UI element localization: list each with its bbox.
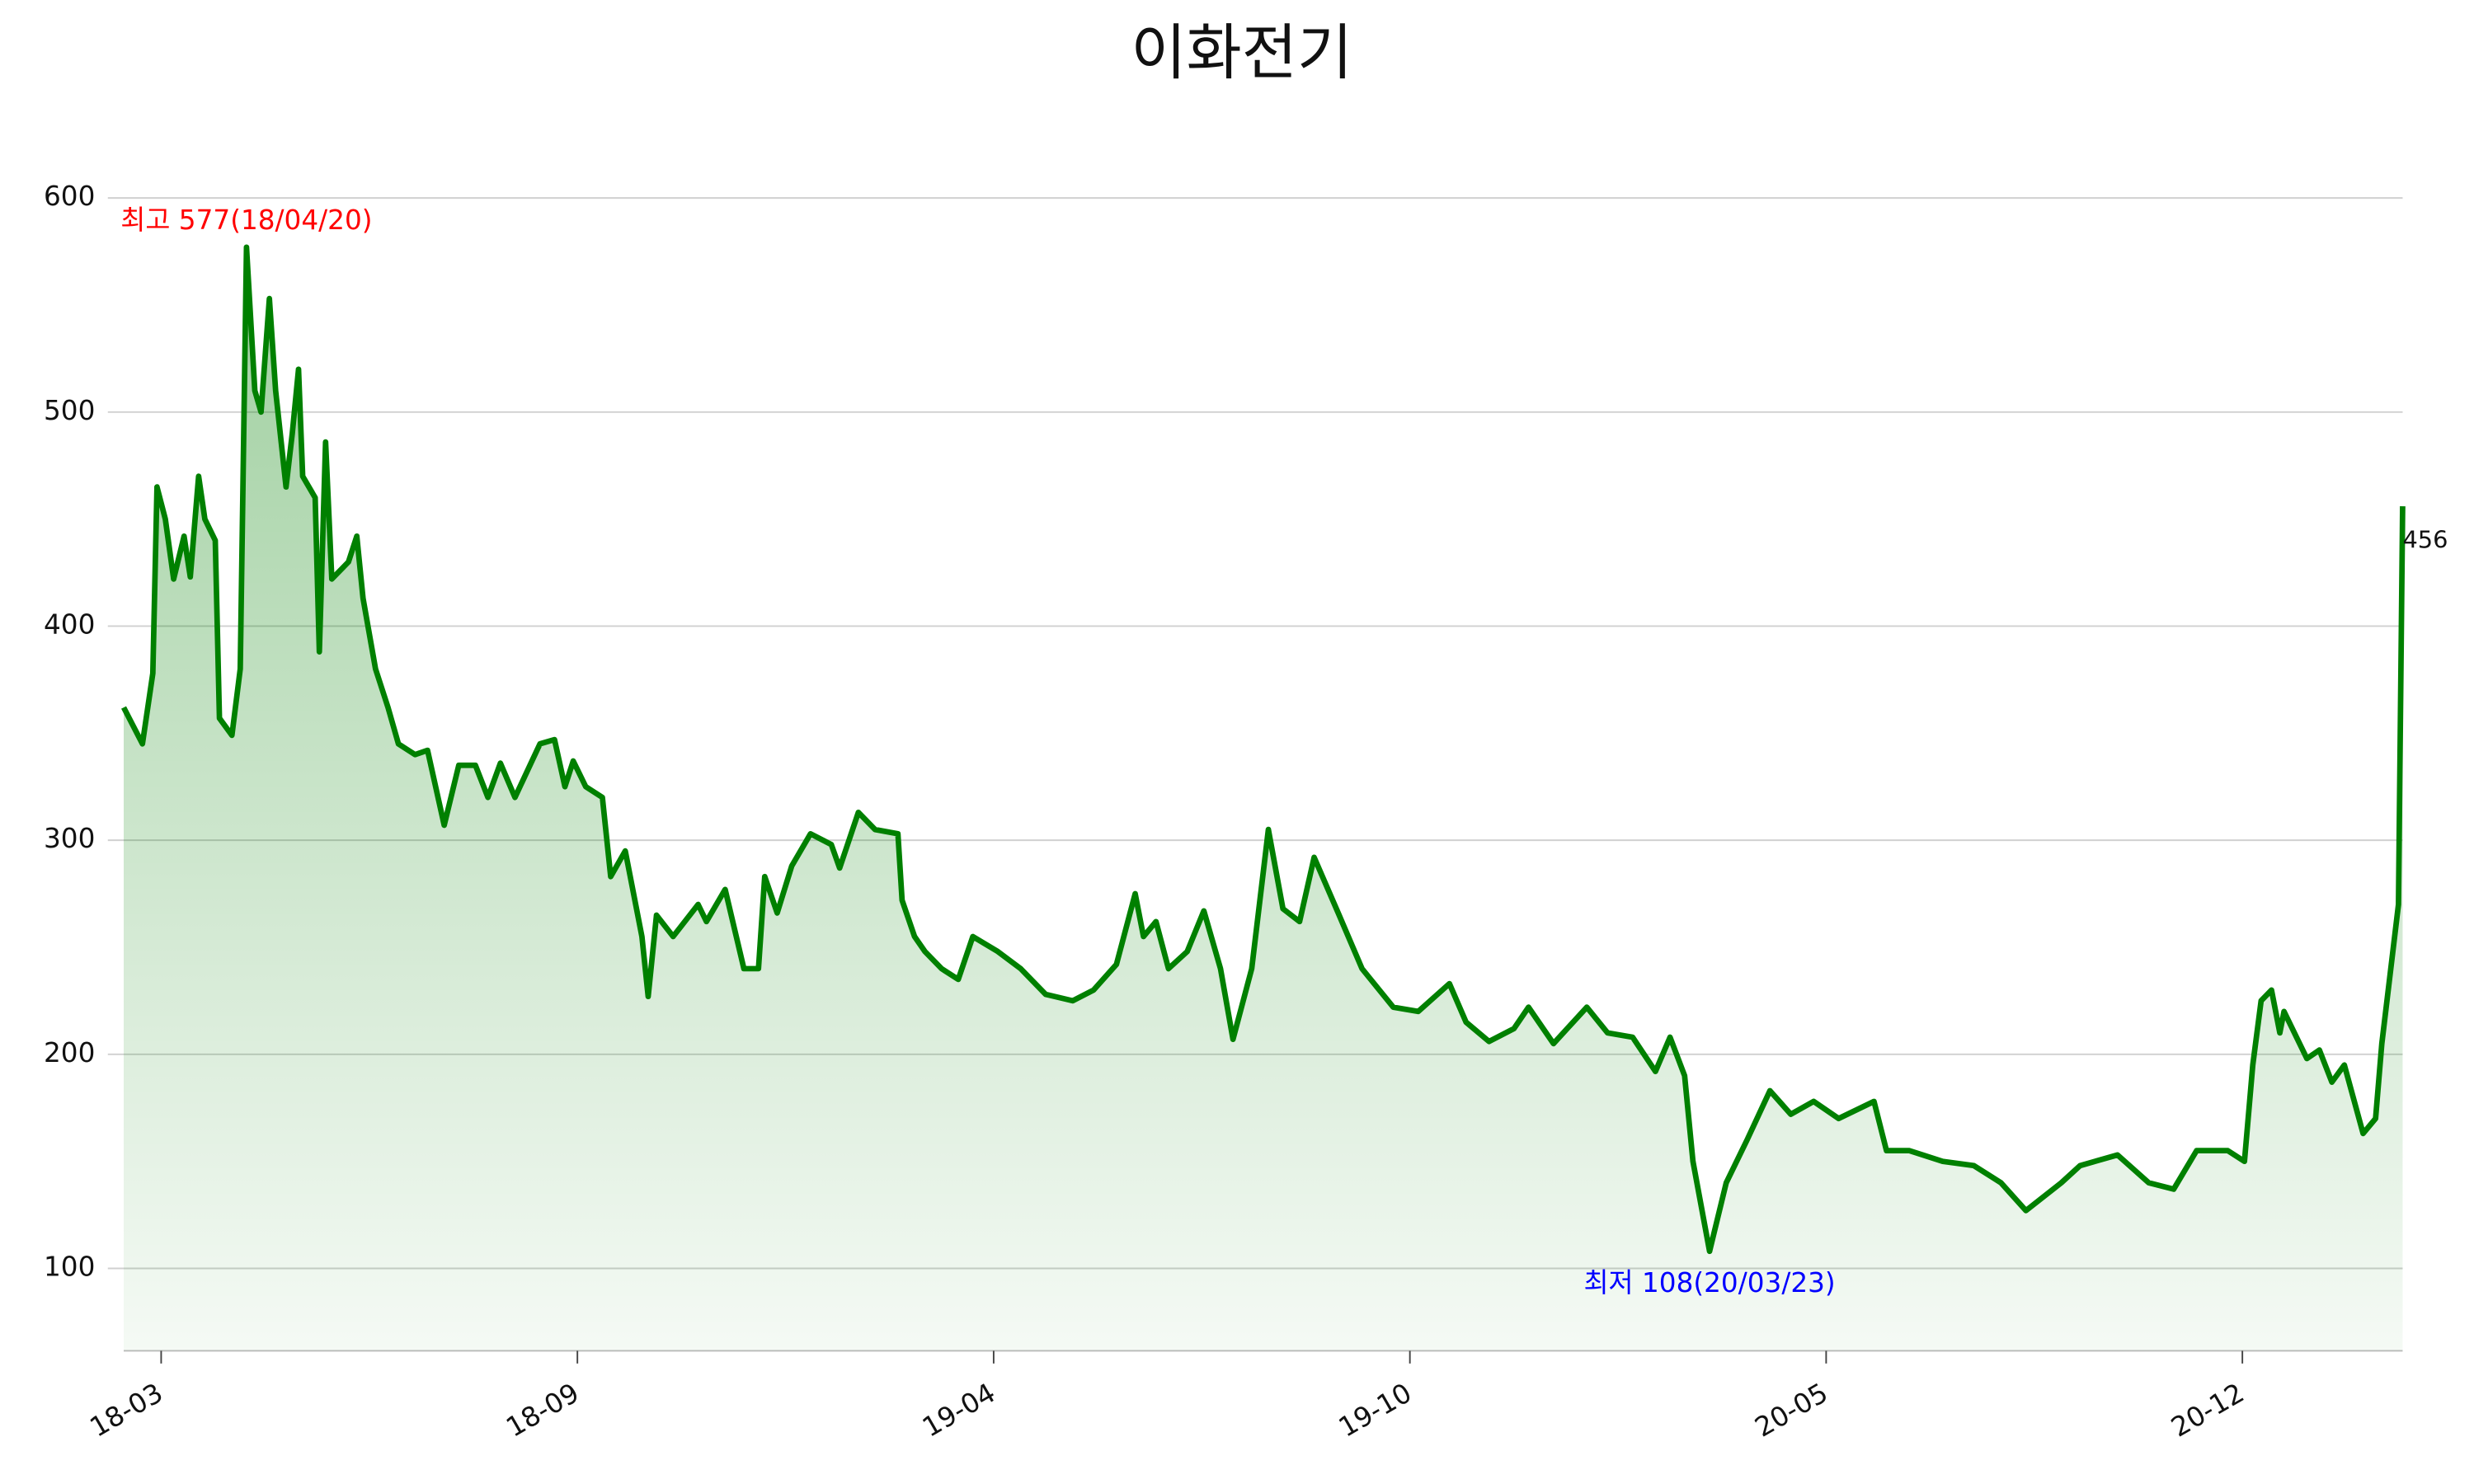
- chart-title: 이화전기: [1131, 18, 1352, 88]
- x-tick-label: 19-10: [1333, 1377, 1417, 1443]
- area: [124, 247, 2403, 1351]
- y-tick-label: 300: [44, 823, 95, 854]
- x-tick-label: 18-09: [501, 1377, 584, 1443]
- y-tick-label: 400: [44, 608, 95, 640]
- y-tick-label: 600: [44, 181, 95, 212]
- y-tick-label: 100: [44, 1251, 95, 1282]
- y-tick-label: 500: [44, 395, 95, 426]
- annotation: 최저 108(20/03/23): [1583, 1267, 1835, 1298]
- x-tick-label: 20-12: [2166, 1377, 2249, 1443]
- x-tick-label: 18-03: [85, 1377, 168, 1443]
- last-value-label: 456: [2402, 525, 2448, 553]
- price-line: [121, 244, 2406, 1255]
- y-tick-label: 200: [44, 1037, 95, 1068]
- annotation: 최고 577(18/04/20): [120, 204, 372, 236]
- x-tick-label: 19-04: [917, 1377, 1000, 1443]
- x-tick-label: 20-05: [1750, 1377, 1833, 1443]
